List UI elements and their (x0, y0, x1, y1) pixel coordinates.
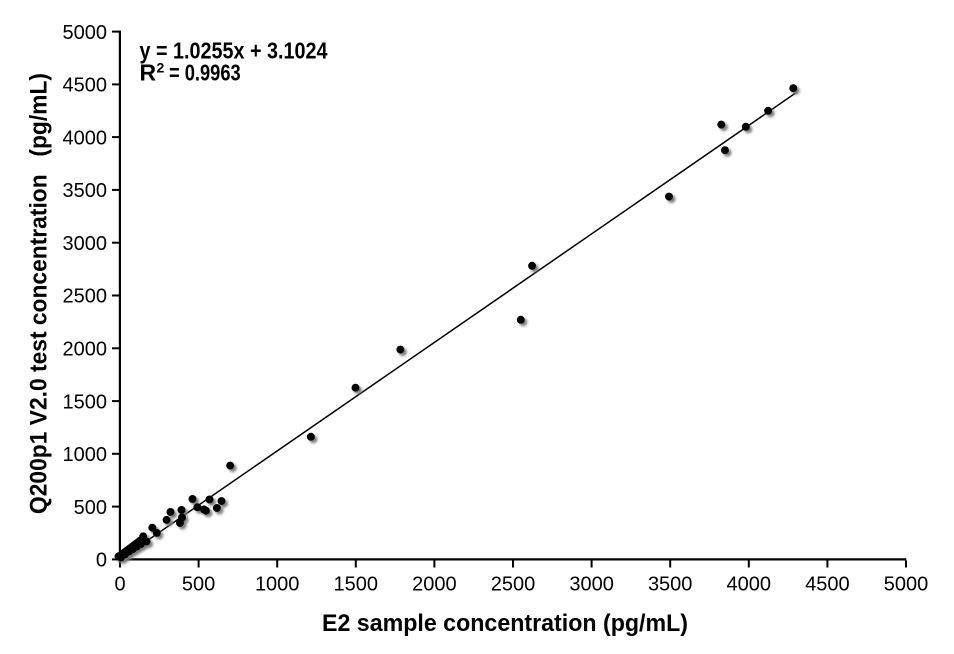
svg-text:2: 2 (157, 60, 165, 76)
svg-text:0: 0 (96, 550, 107, 572)
svg-text:4000: 4000 (63, 127, 108, 149)
svg-text:2500: 2500 (63, 286, 108, 308)
svg-text:3000: 3000 (63, 233, 108, 255)
svg-text:Q200p1 V2.0 test concentration: Q200p1 V2.0 test concentration (pg/mL) (26, 73, 53, 514)
svg-text:500: 500 (182, 574, 215, 596)
svg-text:R: R (140, 59, 157, 85)
svg-text:3500: 3500 (63, 180, 108, 202)
svg-text:1000: 1000 (63, 444, 108, 466)
svg-text:3000: 3000 (569, 574, 614, 596)
svg-text:1500: 1500 (63, 391, 108, 413)
svg-text:3500: 3500 (648, 574, 693, 596)
svg-text:5000: 5000 (63, 22, 108, 44)
svg-text:1500: 1500 (334, 574, 379, 596)
svg-text:4500: 4500 (63, 75, 108, 97)
svg-text:500: 500 (74, 497, 107, 519)
svg-text:y = 1.0255x + 3.1024: y = 1.0255x + 3.1024 (140, 38, 328, 64)
svg-text:4500: 4500 (805, 574, 850, 596)
svg-text:5000: 5000 (884, 574, 929, 596)
svg-text:= 0.9963: = 0.9963 (169, 59, 241, 85)
svg-text:E2 sample concentration (pg/mL: E2 sample concentration (pg/mL) (322, 610, 688, 637)
svg-text:2500: 2500 (491, 574, 536, 596)
svg-text:1000: 1000 (255, 574, 300, 596)
svg-text:2000: 2000 (63, 339, 108, 361)
svg-text:4000: 4000 (727, 574, 772, 596)
svg-text:2000: 2000 (412, 574, 457, 596)
svg-text:0: 0 (114, 574, 125, 596)
